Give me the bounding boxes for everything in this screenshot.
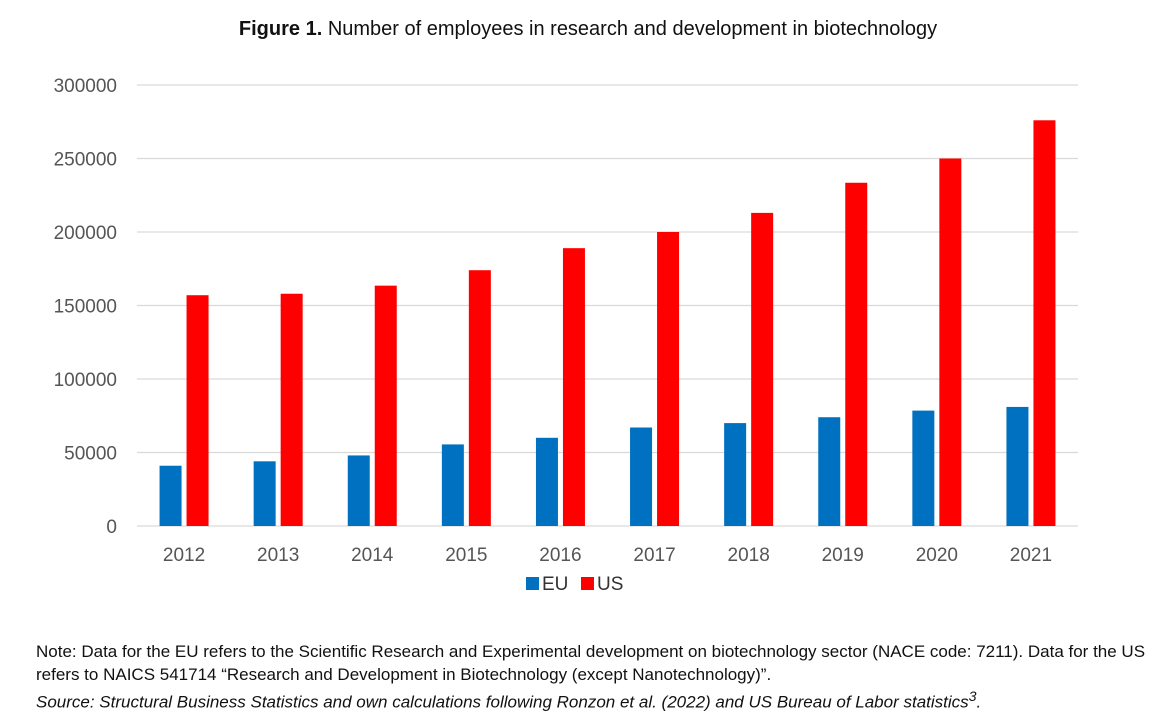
bar-eu-2020	[912, 410, 935, 526]
bar-us-2017	[657, 232, 680, 526]
legend-label-us: US	[597, 574, 623, 595]
y-tick-label: 250000	[54, 150, 117, 171]
y-axis: 0 50000 100000 150000 200000 250000 300000	[54, 76, 117, 538]
bar-us-2016	[562, 248, 585, 527]
note-text: Note: Data for the EU refers to the Scie…	[36, 642, 1146, 684]
bar-eu-2013	[253, 461, 276, 526]
bar-chart: 0 50000 100000 150000 200000 250000 300000 201…	[54, 76, 1078, 595]
footnote-marker: 3	[968, 689, 977, 705]
legend-swatch-eu	[526, 577, 539, 590]
source-text: Source: Structural Business Statistics a…	[36, 692, 969, 712]
bar-us-2015	[468, 270, 491, 526]
y-tick-label: 0	[106, 517, 117, 538]
bar-eu-2015	[441, 444, 464, 526]
x-tick-label: 2015	[445, 545, 487, 566]
x-tick-label: 2014	[351, 545, 394, 566]
figure-title: Figure 1. Number of employees in researc…	[0, 18, 1176, 41]
x-tick-label: 2018	[728, 545, 770, 566]
bar-eu-2018	[724, 423, 747, 526]
bars	[159, 120, 1056, 527]
bar-us-2020	[939, 158, 962, 526]
source-line: Source: Structural Business Statistics a…	[36, 689, 982, 712]
bar-eu-2012	[159, 465, 182, 526]
y-tick-label: 50000	[64, 444, 117, 465]
y-tick-label: 150000	[54, 297, 117, 318]
bar-us-2012	[186, 295, 209, 526]
bar-us-2013	[280, 293, 303, 526]
x-tick-label: 2019	[822, 545, 864, 566]
bar-eu-2016	[535, 437, 558, 526]
figure-title-text: Number of employees in research and deve…	[327, 18, 938, 40]
legend-label-eu: EU	[542, 574, 568, 595]
gridlines	[137, 84, 1078, 527]
y-tick-label: 300000	[54, 76, 117, 97]
bar-eu-2014	[347, 455, 370, 526]
y-tick-label: 200000	[54, 223, 117, 244]
bar-eu-2019	[818, 417, 841, 526]
legend: EU US	[526, 574, 623, 595]
x-tick-label: 2021	[1010, 545, 1052, 566]
figure-note: Note: Data for the EU refers to the Scie…	[36, 640, 1156, 714]
x-axis: 2012 2013 2014 2015 2016 2017 2018 2019 2020 2021	[163, 545, 1052, 566]
bar-us-2014	[374, 285, 397, 526]
bar-us-2019	[845, 182, 868, 526]
figure-label: Figure 1.	[238, 18, 323, 40]
y-tick-label: 100000	[54, 370, 117, 391]
legend-swatch-us	[581, 577, 594, 590]
bar-us-2021	[1033, 120, 1056, 526]
x-tick-label: 2013	[257, 545, 299, 566]
bar-eu-2017	[630, 427, 653, 526]
x-tick-label: 2020	[916, 545, 958, 566]
x-tick-label: 2017	[633, 545, 675, 566]
x-tick-label: 2016	[539, 545, 581, 566]
x-tick-label: 2012	[163, 545, 205, 566]
bar-us-2018	[751, 212, 774, 526]
bar-eu-2021	[1006, 406, 1029, 526]
